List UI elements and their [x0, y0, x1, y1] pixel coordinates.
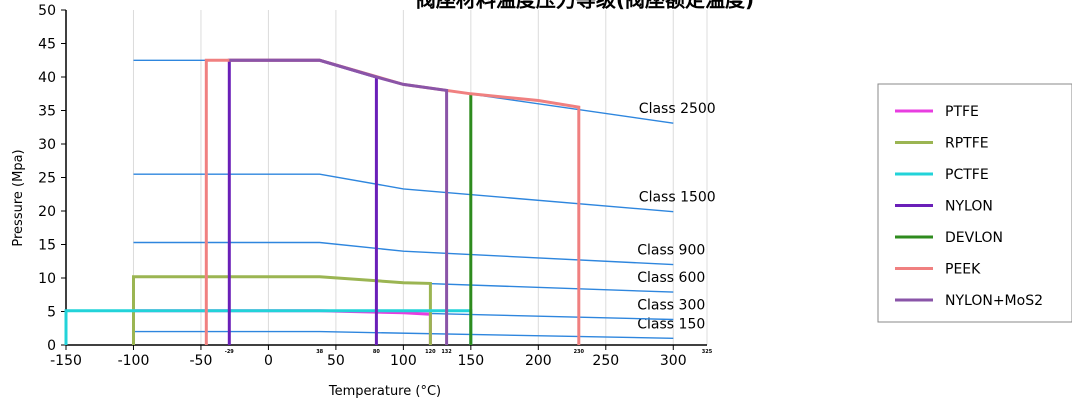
class-line-label: Class 2500	[639, 101, 716, 117]
y-tick-label: 45	[38, 37, 56, 53]
class-line	[133, 173, 674, 213]
x-tick-label: -150	[50, 353, 82, 369]
minor-tick-label: 230	[574, 349, 585, 355]
series-line	[204, 58, 581, 345]
class-line	[133, 241, 674, 266]
x-tick-label: 200	[525, 353, 552, 369]
legend-label: NYLON+MoS2	[945, 293, 1043, 309]
y-tick-label: 30	[38, 137, 56, 153]
x-tick-label: 300	[660, 353, 687, 369]
legend-label: PTFE	[945, 104, 979, 120]
class-line-label: Class 900	[637, 243, 705, 259]
y-tick-label: 5	[47, 305, 56, 321]
series-line	[132, 275, 432, 345]
y-axis-title: Pressure (Mpa)	[11, 149, 26, 246]
legend-label: NYLON	[945, 199, 993, 215]
legend: PTFE RPTFE PCTFE NYLON DEVLON PEEK NYLON+MoS2	[877, 83, 1072, 323]
x-axis-title: Temperature (°C)	[328, 384, 441, 399]
series-line	[132, 309, 432, 345]
x-tick-label: 100	[390, 353, 417, 369]
x-tick-label: 50	[327, 353, 345, 369]
series-line	[227, 58, 378, 345]
minor-tick-label: 132	[441, 349, 452, 355]
class-line-label: Class 600	[637, 270, 705, 286]
y-tick-label: 50	[38, 3, 56, 19]
minor-tick-label: 120	[425, 349, 436, 355]
legend-label: PCTFE	[945, 167, 989, 183]
y-tick-label: 0	[47, 338, 56, 354]
legend-label: DEVLON	[945, 230, 1003, 246]
y-tick-label: 15	[38, 238, 56, 254]
legend-box	[877, 83, 1072, 323]
x-tick-label: 0	[264, 353, 273, 369]
series-line	[229, 58, 449, 345]
y-tick-label: 20	[38, 204, 56, 220]
class-line-label: Class 1500	[639, 190, 716, 206]
y-tick-label: 25	[38, 171, 56, 187]
minor-tick-label: 38	[316, 349, 323, 355]
y-tick-label: 10	[38, 271, 56, 287]
class-line	[133, 330, 674, 339]
plot-area: -150 -100 -50 0 50 100 150 200 250 300 0 5 10 15 20 25 3…	[38, 3, 716, 369]
minor-tick-label: 325	[702, 349, 713, 355]
x-tick-label: -100	[118, 353, 150, 369]
legend-label: PEEK	[945, 262, 981, 278]
minor-tick-label: -29	[225, 349, 235, 355]
class-line-label: Class 150	[637, 316, 705, 332]
x-tick-label: 150	[457, 353, 484, 369]
y-tick-label: 35	[38, 104, 56, 120]
legend-label: RPTFE	[945, 136, 989, 152]
x-tick-label: -50	[190, 353, 213, 369]
y-tick-label: 40	[38, 70, 56, 86]
minor-tick-label: 80	[373, 349, 380, 355]
x-tick-label: 250	[592, 353, 619, 369]
chart-title: 阀座材料温度压力等级(阀座额定温度)	[416, 0, 754, 12]
class-line-label: Class 300	[637, 298, 705, 314]
